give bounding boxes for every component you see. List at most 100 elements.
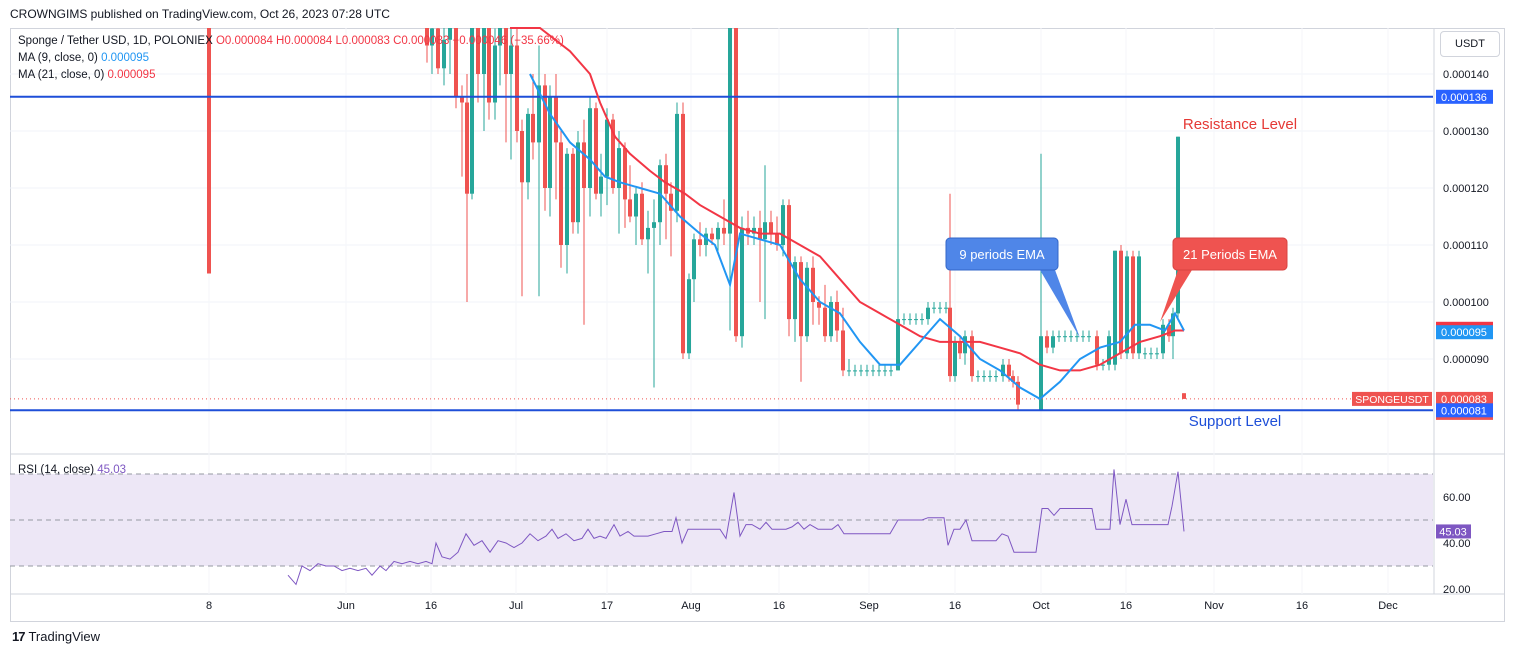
legend-ma21-label: MA (21, close, 0) — [18, 69, 105, 81]
candle-body — [932, 307, 936, 309]
candle-body — [1007, 364, 1011, 377]
candle-body — [877, 370, 881, 372]
candle-body — [515, 45, 519, 131]
publisher-line: CROWNGIMS published on TradingView.com, … — [10, 7, 390, 21]
candle-body — [617, 148, 621, 188]
candle-body — [1075, 336, 1079, 338]
price-tick-label: 0.000140 — [1443, 69, 1489, 81]
candle-body — [982, 376, 986, 378]
candle-body — [1171, 313, 1175, 337]
candle-body — [582, 142, 586, 188]
footer-brand: TradingView — [28, 629, 101, 644]
candle-body — [908, 319, 912, 321]
candle-body — [728, 28, 732, 234]
candle-body — [829, 302, 833, 337]
candle-body — [994, 376, 998, 378]
tradingview-logo-icon: 17 — [12, 629, 26, 644]
candle-body — [588, 108, 592, 188]
candle-body — [1143, 353, 1147, 355]
candle-body — [902, 319, 906, 321]
legend-rsi-value: 45.03 — [97, 464, 127, 476]
candle-body — [634, 193, 638, 217]
price-tick-label: 0.000120 — [1443, 183, 1489, 195]
candle-body — [883, 370, 887, 372]
candle-body — [640, 193, 644, 240]
candle-body — [1167, 324, 1171, 337]
candle-body — [448, 28, 452, 40]
candle-body — [687, 279, 691, 354]
rsi-series-line — [287, 469, 1185, 586]
time-tick-label: 16 — [1120, 600, 1132, 612]
candle-body — [1119, 250, 1123, 354]
candle-body — [1113, 250, 1117, 365]
candle-body — [1155, 353, 1159, 355]
candle-body — [920, 319, 924, 321]
candle-body — [963, 336, 967, 354]
time-tick-label: Nov — [1204, 600, 1224, 612]
legend-rsi-label: RSI (14, close) — [18, 464, 95, 476]
candle-body — [1149, 353, 1153, 355]
candle-body — [976, 376, 980, 378]
candle-body — [1069, 336, 1073, 338]
price-tag-ma9: 0.000095 — [1441, 327, 1487, 339]
candle-body — [669, 193, 673, 211]
candle-body — [823, 307, 827, 337]
candle-body — [460, 96, 464, 103]
candle-body — [576, 142, 580, 223]
chart-frame — [10, 28, 1505, 622]
candle-body — [1182, 393, 1186, 399]
candle-body — [775, 233, 779, 245]
candle-body — [454, 28, 458, 97]
candle-body — [559, 142, 563, 245]
candle-body — [430, 28, 434, 46]
rsi-tick-label: 20.00 — [1443, 584, 1471, 596]
time-tick-label: 16 — [773, 600, 785, 612]
callout-text-ema21: 21 Periods EMA — [1183, 247, 1277, 262]
legend-ma9-label: MA (9, close, 0) — [18, 52, 98, 64]
candle-body — [1051, 336, 1055, 348]
time-tick-label: 16 — [425, 600, 437, 612]
candle-body — [548, 96, 552, 188]
candle-body — [531, 113, 535, 143]
candle-body — [896, 319, 900, 371]
time-tick-label: Jun — [337, 600, 355, 612]
candle-body — [944, 307, 948, 309]
currency-button[interactable]: USDT — [1440, 31, 1500, 57]
candle-body — [1176, 136, 1180, 314]
price-tag-bg — [1436, 325, 1493, 340]
candle-body — [1161, 324, 1165, 354]
candle-body — [526, 113, 530, 183]
candle-body — [1131, 256, 1135, 354]
candle-body — [646, 227, 650, 240]
legend-symbol: Sponge / Tether USD, 1D, POLONIEX — [18, 35, 213, 47]
candle-body — [1039, 336, 1043, 411]
price-tag-bg — [1436, 391, 1493, 406]
candle-body — [871, 370, 875, 372]
candle-body — [611, 119, 615, 188]
price-tick-label: 0.000130 — [1443, 126, 1489, 138]
candle-body — [498, 28, 502, 46]
candle-body — [692, 239, 696, 280]
candle-body — [817, 302, 821, 308]
candle-body — [926, 307, 930, 320]
candle-body — [1137, 256, 1141, 354]
price-tick-label: 0.000090 — [1443, 354, 1489, 366]
candle-body — [537, 85, 541, 143]
candle-body — [740, 227, 744, 337]
price-tag-bg — [1436, 403, 1493, 418]
candle-body — [1087, 336, 1091, 338]
candle-body — [958, 341, 962, 354]
legend-ma21-line: MA (21, close, 0) 0.000095 — [18, 69, 155, 81]
time-tick-label: 16 — [1296, 600, 1308, 612]
candle-body — [664, 165, 668, 194]
candle-body — [1001, 364, 1005, 377]
candle-body — [835, 302, 839, 331]
price-tick-label: 0.000100 — [1443, 297, 1489, 309]
annotation-resistance: Resistance Level — [1183, 116, 1297, 133]
candle-body — [865, 370, 869, 372]
price-tag-level: 0.000136 — [1441, 92, 1487, 104]
candle-body — [504, 28, 508, 74]
candle-body — [493, 45, 497, 103]
ma9-series-line — [529, 73, 1185, 401]
